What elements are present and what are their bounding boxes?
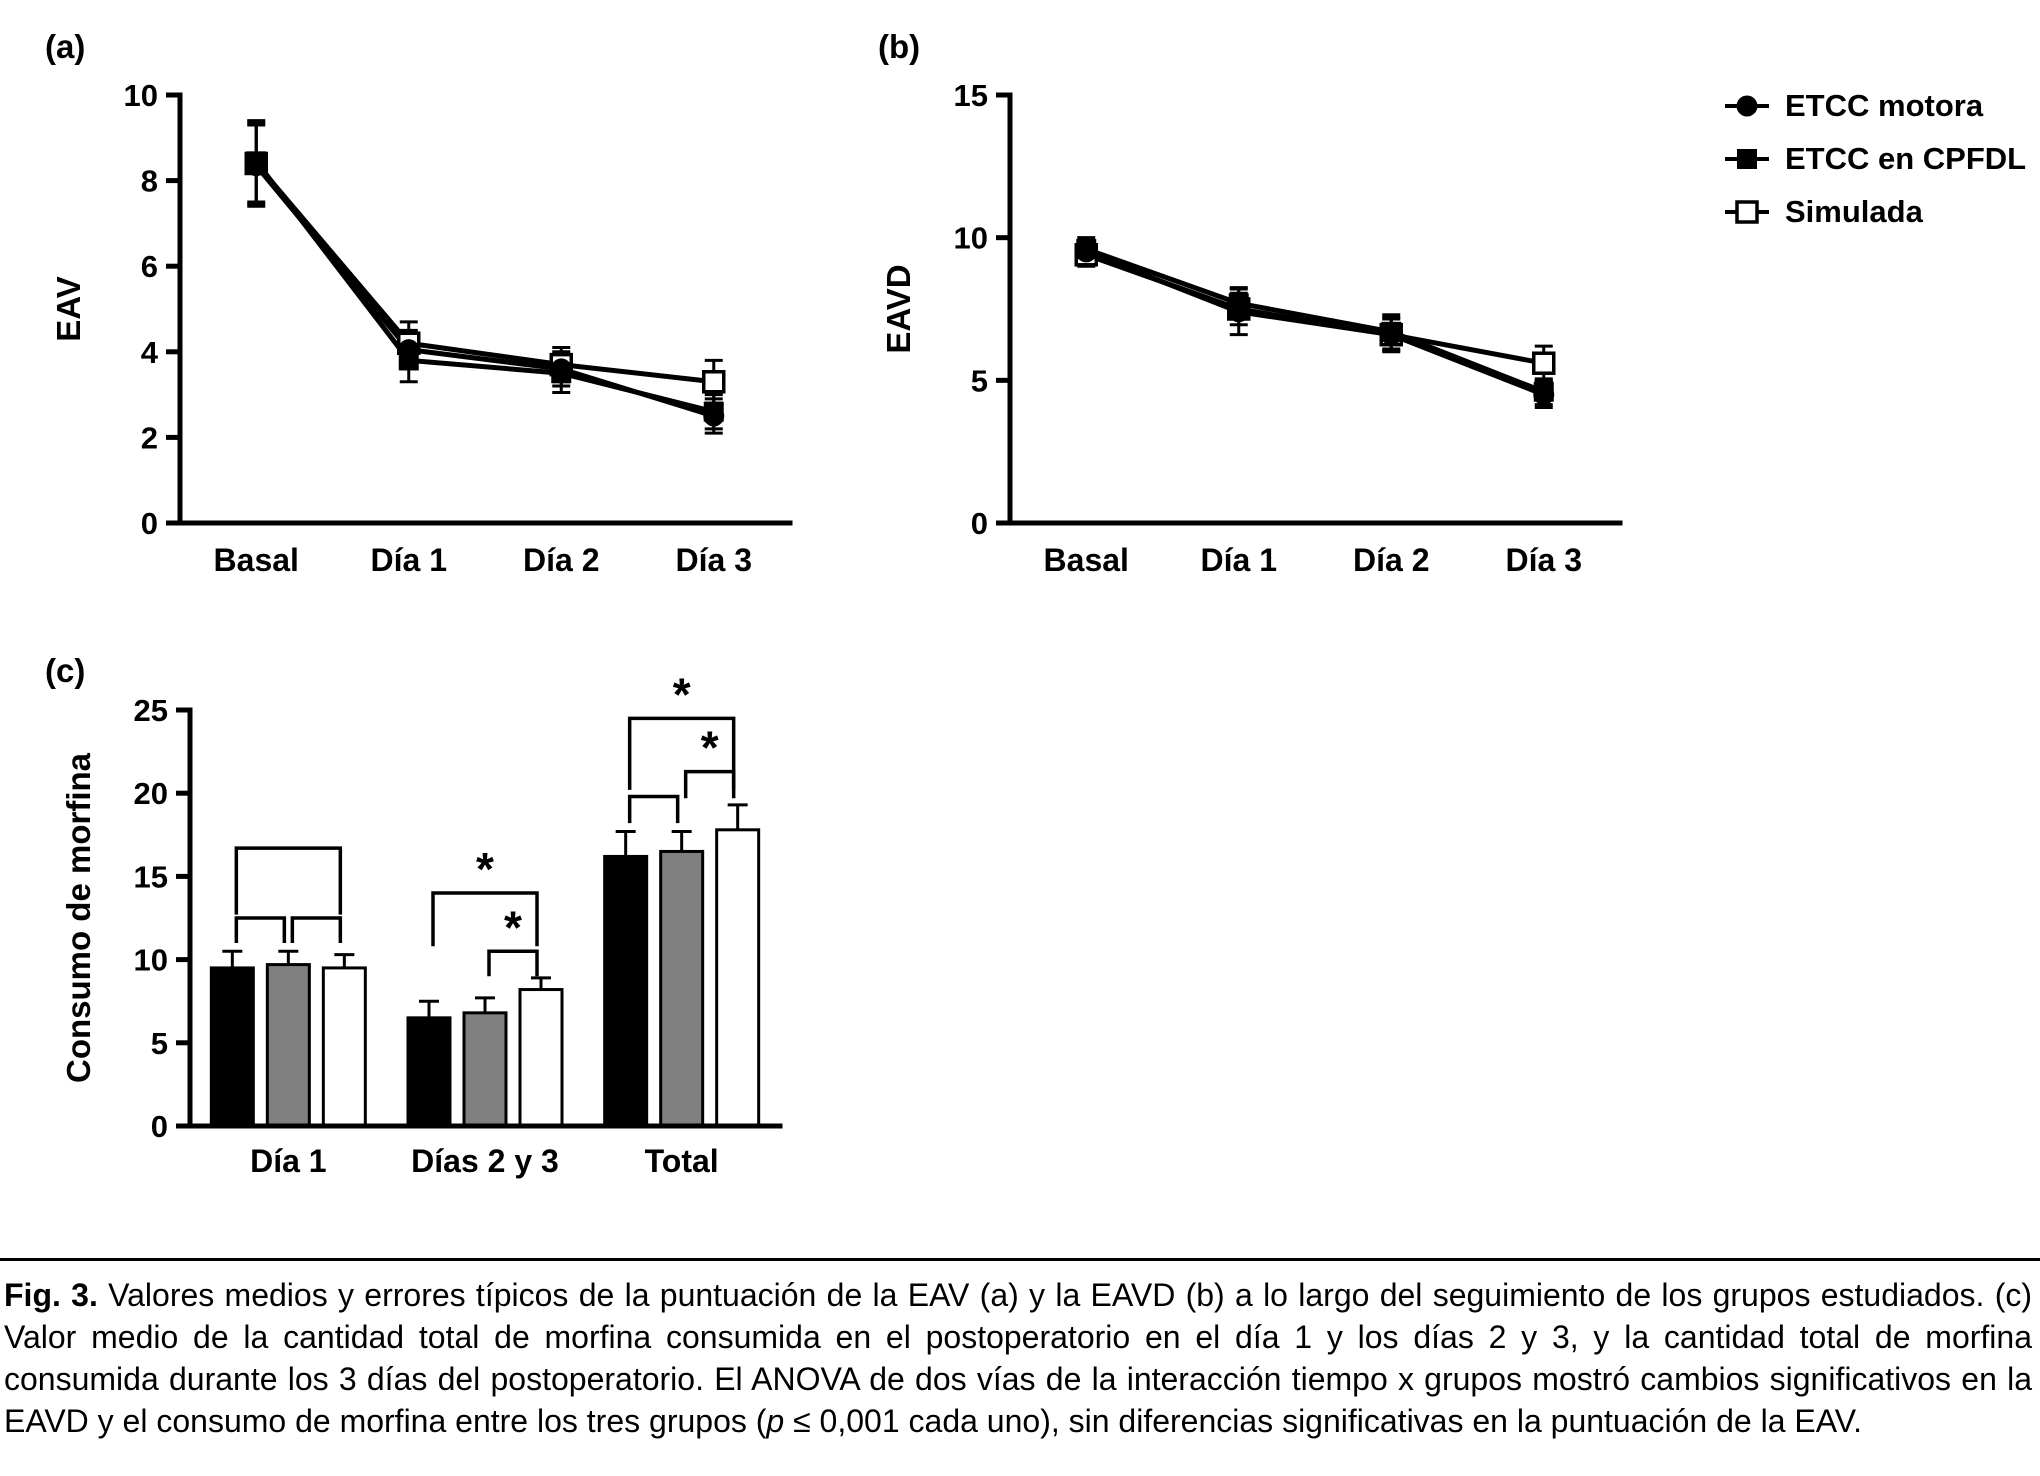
x-category-label: Día 3 — [676, 542, 752, 578]
y-tick-label: 5 — [151, 1026, 168, 1061]
x-category-label: Día 3 — [1506, 542, 1582, 578]
sig-asterisk: * — [504, 901, 522, 953]
sig-bracket — [234, 846, 343, 915]
legend-item-label: ETCC en CPFDL — [1785, 141, 2027, 176]
legend-item-label: Simulada — [1785, 194, 1923, 229]
panel-c-chart: 0 5 10 15 20 25 Consumo de morfina Día 1 Días 2 … — [60, 668, 783, 1179]
data-marker — [1380, 324, 1402, 346]
sig-asterisk: * — [476, 843, 494, 895]
y-tick-label: 8 — [141, 164, 158, 199]
sig-bracket — [627, 716, 736, 790]
y-tick-label: 0 — [141, 506, 158, 541]
y-tick-label: 4 — [141, 335, 159, 370]
data-marker — [1737, 149, 1757, 169]
x-category-label: Basal — [1044, 542, 1129, 578]
series-line — [254, 161, 715, 385]
panel-c: 0 5 10 15 20 25 Consumo de morfina Día 1 Días 2 … — [30, 640, 850, 1260]
legend-item: ETCC en CPFDL — [1722, 141, 2026, 177]
y-axis-title: EAVD — [880, 264, 917, 353]
y-tick-label: 6 — [141, 249, 158, 284]
data-marker — [1735, 200, 1759, 224]
filled-circle-icon — [1725, 95, 1769, 117]
figure-caption: Fig. 3. Valores medios y errores típicos… — [0, 1258, 2040, 1443]
bar — [518, 988, 564, 1128]
y-tick-label: 15 — [954, 78, 988, 113]
legend-item: Simulada — [1722, 194, 2026, 230]
x-category-label: Día 2 — [1353, 542, 1429, 578]
x-category-label: Días 2 y 3 — [411, 1143, 559, 1179]
series-line — [254, 159, 715, 415]
y-axis-title: EAV — [50, 276, 87, 341]
sig-bracket — [431, 891, 539, 947]
panel-a-chart: 0 2 4 6 8 10 EAV Basal Día 1 Día 2 Día 3 — [50, 78, 793, 578]
data-marker — [550, 358, 572, 380]
bar — [603, 854, 649, 1128]
y-tick-label: 10 — [134, 943, 168, 978]
bar — [715, 828, 761, 1128]
panel-b: 0 5 10 15 EAVD Basal Día 1 Día 2 Día 3 — [860, 25, 1660, 635]
bar — [209, 966, 255, 1128]
bar — [321, 966, 367, 1128]
x-category-label: Día 1 — [1201, 542, 1277, 578]
panel-b-label: (b) — [878, 28, 921, 65]
data-marker — [1075, 241, 1097, 263]
bar — [265, 963, 311, 1128]
data-marker — [703, 405, 725, 427]
data-marker — [398, 339, 420, 361]
x-category-label: Día 1 — [250, 1143, 326, 1179]
caption-text-1: Valores medios y errores típicos de la p… — [4, 1277, 2033, 1439]
x-category-label: Basal — [214, 542, 299, 578]
data-marker — [1532, 351, 1556, 375]
data-marker — [1533, 384, 1555, 406]
bar — [406, 1016, 452, 1128]
legend-item: ETCC motora — [1722, 88, 2026, 124]
sig-bracket — [487, 949, 539, 977]
panel-b-chart: 0 5 10 15 EAVD Basal Día 1 Día 2 Día 3 — [880, 78, 1623, 578]
caption-label: Fig. 3. — [4, 1277, 98, 1313]
legend: ETCC motora ETCC en CPFDL Simulada — [1722, 88, 2026, 247]
data-marker — [245, 155, 267, 177]
series-line — [1085, 252, 1545, 366]
open-square-icon — [1725, 200, 1769, 224]
sig-bracket — [627, 794, 680, 824]
y-tick-label: 0 — [151, 1109, 168, 1144]
legend-item-label: ETCC motora — [1785, 88, 1984, 123]
x-category-label: Total — [645, 1143, 719, 1179]
caption-text-2: ≤ 0,001 cada uno), sin diferencias signi… — [784, 1402, 1862, 1439]
y-tick-label: 10 — [124, 78, 158, 113]
sig-bracket — [234, 916, 287, 943]
data-marker — [702, 370, 726, 394]
x-category-label: Día 1 — [371, 542, 447, 578]
series-line — [1085, 246, 1545, 395]
data-marker — [1736, 95, 1758, 117]
y-tick-label: 15 — [134, 859, 168, 894]
y-tick-label: 2 — [141, 420, 158, 455]
sig-bracket — [290, 916, 343, 943]
panel-c-label: (c) — [45, 652, 86, 689]
sig-asterisk: * — [673, 668, 691, 720]
filled-square-icon — [1725, 149, 1769, 169]
sig-bracket — [683, 769, 736, 799]
y-tick-label: 5 — [971, 363, 988, 398]
bar — [659, 849, 705, 1128]
panel-a-label: (a) — [45, 28, 86, 65]
data-marker — [1228, 301, 1250, 323]
y-axis-title: Consumo de morfina — [60, 752, 97, 1083]
x-category-label: Día 2 — [523, 542, 599, 578]
y-tick-label: 20 — [134, 776, 168, 811]
panel-a: 0 2 4 6 8 10 EAV Basal Día 1 Día 2 Día 3 — [30, 25, 830, 635]
y-tick-label: 0 — [971, 506, 988, 541]
y-tick-label: 25 — [134, 693, 168, 728]
bar — [462, 1011, 508, 1128]
caption-p-symbol: p — [766, 1402, 785, 1439]
series-line — [254, 164, 715, 419]
y-tick-label: 10 — [954, 221, 988, 256]
sig-asterisk: * — [701, 722, 719, 774]
